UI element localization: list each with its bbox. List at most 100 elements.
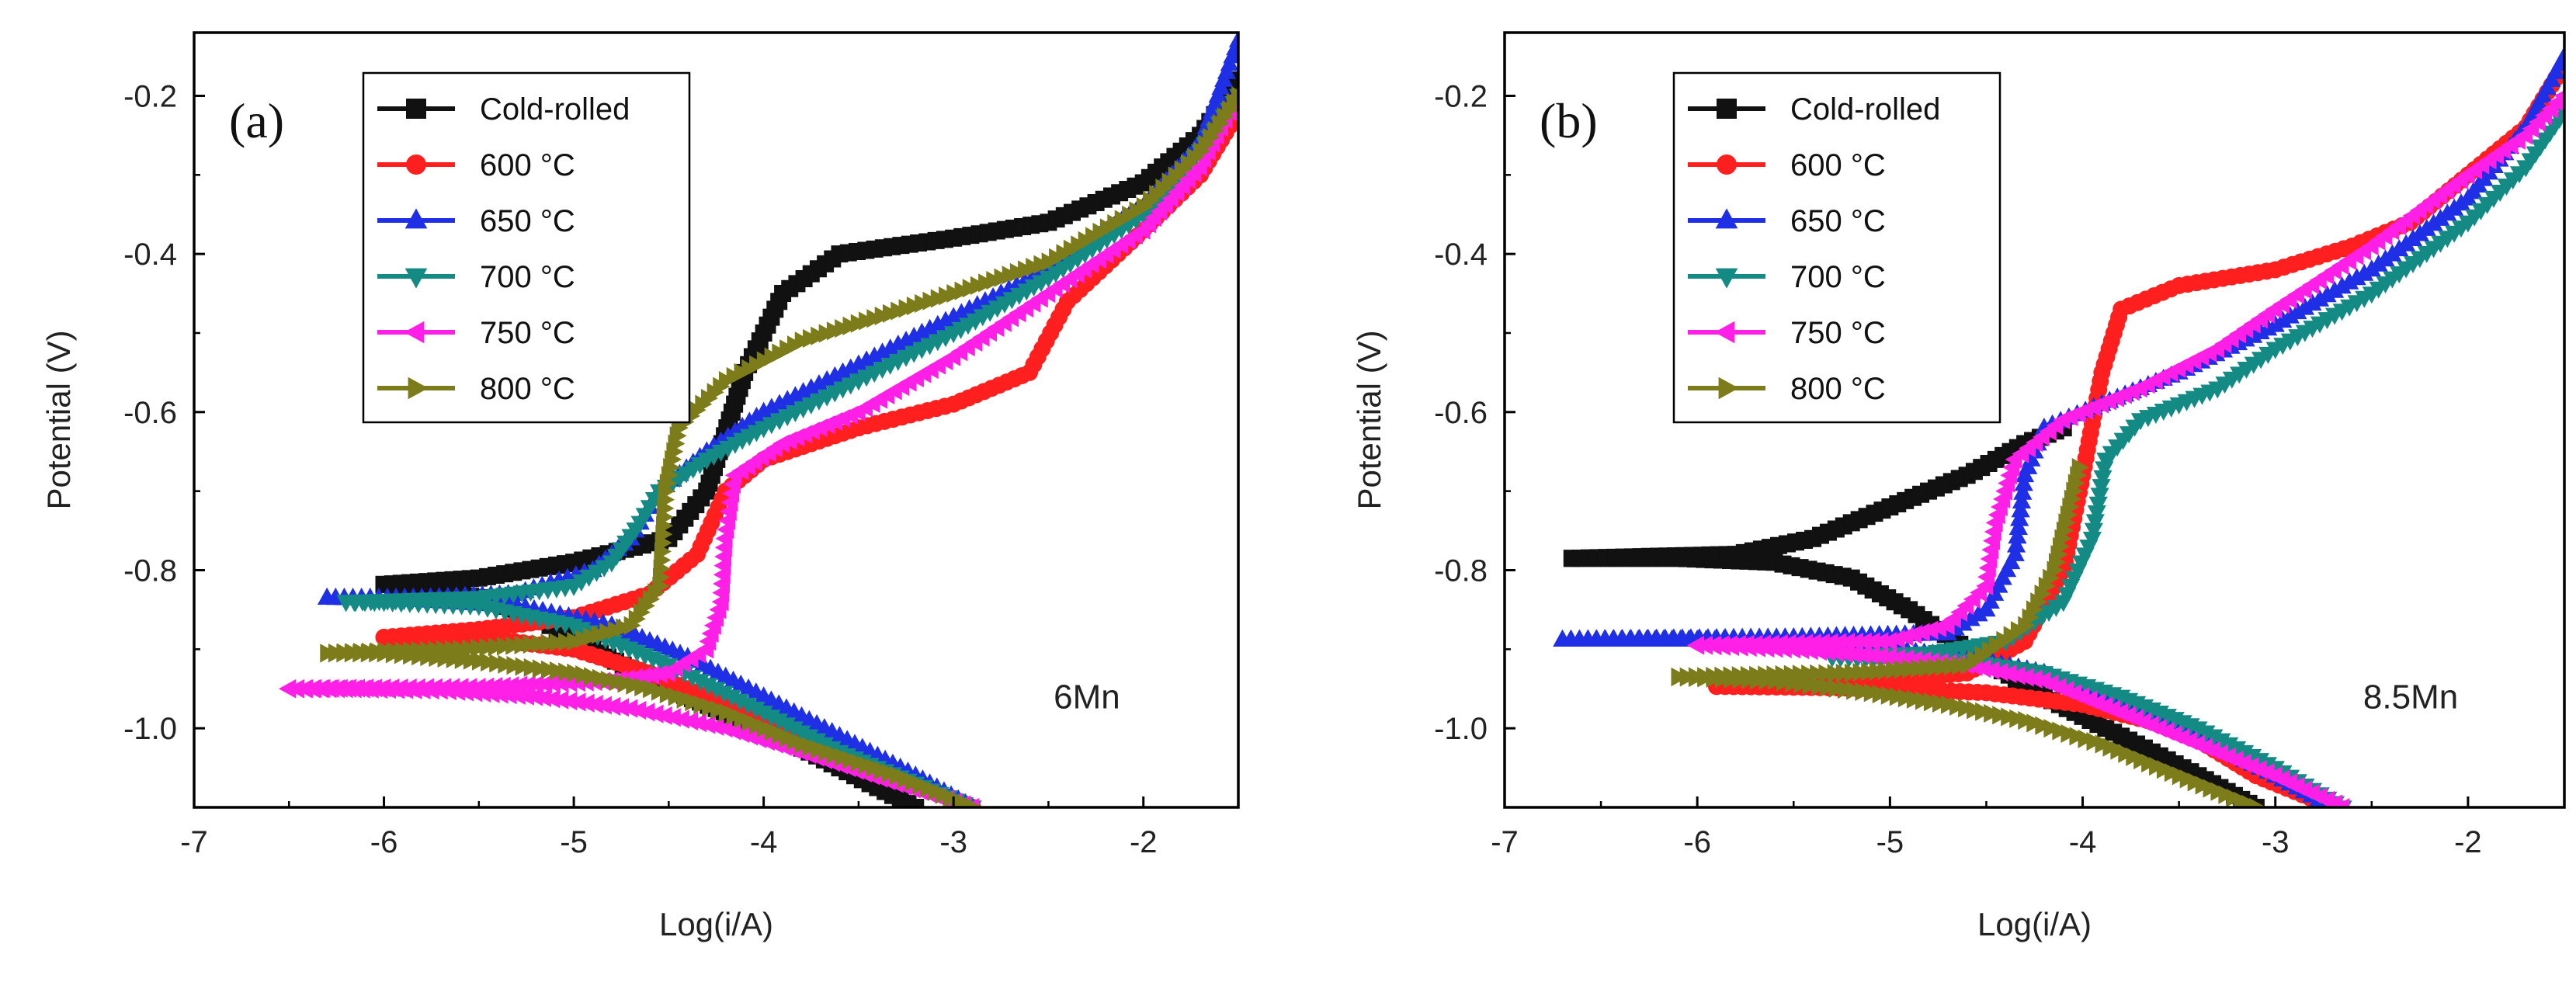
- series-t750-point: [477, 677, 495, 696]
- series-t750-point: [2033, 671, 2051, 691]
- legend-marker: [406, 99, 426, 119]
- series-t700-point: [2084, 522, 2103, 540]
- series-t800-point: [600, 670, 618, 690]
- y-tick-label: -0.6: [123, 396, 177, 430]
- series-t750-point: [637, 703, 655, 722]
- legend-marker: [404, 268, 428, 289]
- series-t750-point: [603, 696, 621, 717]
- legend-item: 600 °C: [1688, 148, 1886, 182]
- series-t800-point: [463, 651, 481, 670]
- y-tick-label: -0.8: [1434, 553, 1488, 588]
- series-t750-point: [1745, 634, 1763, 654]
- series-t750-point: [1991, 662, 2008, 682]
- y-axis-label: Potential (V): [40, 330, 77, 509]
- legend-box: [362, 71, 691, 424]
- x-tick-label: -7: [180, 825, 208, 859]
- series-t800-point: [1706, 666, 1724, 686]
- series-t750-point: [516, 686, 534, 706]
- series-t750-point: [425, 678, 443, 697]
- series-t750-point: [634, 667, 651, 686]
- series-t750-point: [1686, 636, 1704, 655]
- series-t750-point: [650, 664, 668, 684]
- series-t800-point: [1992, 706, 2010, 725]
- series-t800-point: [461, 639, 479, 658]
- series-t800-point: [1679, 667, 1697, 686]
- x-tick-label: -3: [939, 825, 967, 859]
- series-t750-point: [313, 678, 331, 698]
- series-t750-point: [577, 693, 595, 713]
- series-t750-point: [493, 676, 511, 696]
- series-t750-point: [510, 675, 528, 695]
- series-t800-point: [523, 658, 541, 678]
- series-t750-point: [594, 696, 612, 715]
- series-t750-point: [382, 678, 400, 698]
- legend-marker: [406, 154, 426, 175]
- series-t800-point: [1906, 689, 1924, 709]
- series-t800-point: [1915, 691, 1932, 710]
- series-t750-point: [534, 688, 552, 707]
- series-t800-point: [489, 654, 507, 673]
- series-t800-point: [643, 679, 661, 699]
- legend-label: 650 °C: [480, 204, 575, 238]
- panel-a: -7 -6 -5 -4 -3 -2 -1.0 -0.8 -0.6 -0.4 -0.2 Log(i/A)…: [40, 31, 1240, 942]
- series-t750-point: [1712, 635, 1730, 654]
- series-t700-point: [2085, 514, 2105, 532]
- series-t750-point: [1770, 633, 1788, 654]
- series-t800-point: [1740, 665, 1758, 685]
- series-t800-point: [1802, 675, 1820, 695]
- x-tick-label: -5: [1876, 825, 1904, 859]
- series-t750-point: [1720, 635, 1738, 654]
- series-t800-point: [1872, 684, 1890, 704]
- series-t750-point: [2008, 666, 2026, 685]
- series-t800-point: [532, 634, 550, 654]
- series-t700-point: [2087, 505, 2106, 523]
- series-t750-point: [568, 692, 586, 712]
- series-t800: [320, 86, 1238, 807]
- series-t800-point: [626, 675, 644, 695]
- legend: Cold-rolled 600 °C 650 °C 700 °C 750 °C 800 °…: [362, 71, 691, 424]
- series-t750-point: [2332, 797, 2350, 807]
- series-t750-point: [1863, 632, 1880, 651]
- legend-label: 800 °C: [480, 372, 575, 406]
- series-t800-point: [1827, 664, 1845, 683]
- legend-item: 800 °C: [1688, 372, 1886, 406]
- sample-annotation: 6Mn: [1054, 678, 1120, 717]
- series-t800-point: [532, 659, 550, 678]
- series-t750-point: [365, 678, 383, 698]
- y-tick-label: -1.0: [123, 712, 177, 746]
- x-axis-label: Log(i/A): [1977, 906, 2092, 942]
- series-t800: [1671, 458, 2267, 807]
- series-t800-point: [472, 651, 490, 671]
- series-t800-point: [540, 660, 558, 679]
- series-t650-point: [1961, 609, 1981, 626]
- series-t800-point: [1783, 664, 1801, 684]
- series-t750: [1686, 90, 2564, 807]
- y-tick-label: -0.4: [123, 238, 177, 272]
- series-t800-point: [1846, 681, 1864, 700]
- series-t750-point: [1897, 649, 1915, 668]
- series-t650-point: [2554, 46, 2564, 64]
- series-t800-point: [1775, 664, 1793, 685]
- series-t700-point: [2088, 496, 2108, 514]
- x-tick-label: -2: [1130, 825, 1158, 859]
- series-t800-point: [1688, 667, 1706, 686]
- series-t700-point: [2082, 531, 2102, 549]
- x-tick-label: -5: [560, 825, 588, 859]
- series-t800-point: [575, 665, 593, 685]
- series-t800-point: [1749, 665, 1767, 685]
- series-t750-point: [526, 675, 544, 694]
- series-t750-point: [304, 678, 322, 699]
- series-t800-point: [514, 635, 532, 654]
- series-t700-point: [2090, 488, 2109, 505]
- series-t800-point: [1984, 703, 2001, 723]
- series-t750-point: [654, 706, 672, 726]
- legend-item: 750 °C: [1688, 316, 1886, 350]
- series-t750-point: [485, 677, 503, 696]
- series-t650-point: [2012, 491, 2032, 509]
- series-t750-point: [1838, 633, 1856, 652]
- x-tick-label: -6: [1683, 825, 1711, 859]
- axes-frame: [193, 31, 1240, 809]
- series-t750-point: [629, 700, 647, 720]
- series-t750-point: [1871, 632, 1889, 651]
- series-t800-point: [1231, 86, 1238, 106]
